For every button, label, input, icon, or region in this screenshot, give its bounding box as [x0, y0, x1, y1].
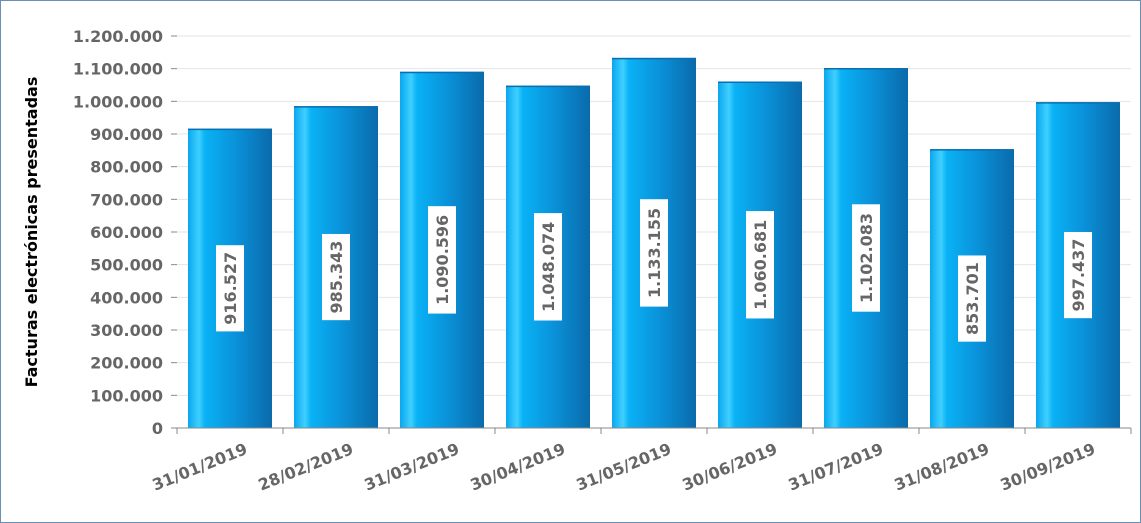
data-label-text: 1.090.596: [433, 215, 452, 305]
y-tick-label: 700.000: [90, 190, 163, 209]
data-label-box: [534, 213, 562, 321]
y-tick-label: 100.000: [90, 386, 163, 405]
x-tick-label: 31/07/2019: [785, 439, 886, 494]
data-label-box: [746, 211, 774, 319]
data-label-box: [640, 199, 668, 307]
y-tick-label: 600.000: [90, 223, 163, 242]
x-tick-label: 30/09/2019: [997, 439, 1098, 494]
y-tick-label: 1.100.000: [73, 60, 163, 79]
data-label: 1.090.596: [428, 206, 456, 314]
y-tick-label: 400.000: [90, 288, 163, 307]
data-label: 1.102.083: [852, 204, 880, 312]
data-label-text: 853.701: [963, 262, 982, 335]
y-tick-label: 200.000: [90, 354, 163, 373]
data-label-box: [852, 204, 880, 312]
data-label-box: [1064, 231, 1092, 319]
data-label-box: [216, 245, 244, 332]
data-label-text: 916.527: [221, 252, 240, 325]
data-label: 1.133.155: [640, 199, 668, 307]
data-label: 985.343: [322, 233, 350, 321]
bars: 916.527 985.343 1.090.596 1.048.074 1.133.15…: [188, 57, 1120, 429]
y-axis-ticks: 0 100.000 200.000 300.000 400.000 500.000 600.…: [73, 27, 177, 438]
y-tick-label: 800.000: [90, 158, 163, 177]
data-label-text: 1.048.074: [539, 222, 558, 312]
y-tick-label: 500.000: [90, 256, 163, 275]
x-tick-label: 31/08/2019: [891, 439, 992, 494]
data-label-box: [958, 255, 986, 342]
y-axis-label: Facturas electrónicas presentadas: [22, 77, 41, 388]
data-label-box: [428, 206, 456, 314]
x-tick-label: 31/05/2019: [573, 439, 674, 494]
x-tick-label: 30/04/2019: [467, 439, 568, 494]
data-label: 1.048.074: [534, 213, 562, 321]
y-tick-label: 1.200.000: [73, 27, 163, 46]
data-label-text: 1.133.155: [645, 208, 664, 298]
x-tick-label: 30/06/2019: [679, 439, 780, 494]
data-label-text: 985.343: [327, 241, 346, 314]
data-label-text: 997.437: [1069, 239, 1088, 312]
y-tick-label: 300.000: [90, 321, 163, 340]
x-tick-label: 31/01/2019: [149, 439, 250, 494]
x-tick-label: 28/02/2019: [255, 439, 356, 494]
x-tick-label: 31/03/2019: [361, 439, 462, 494]
data-label: 997.437: [1064, 231, 1092, 319]
data-label-text: 1.060.681: [751, 220, 770, 310]
data-label: 1.060.681: [746, 211, 774, 319]
data-label-text: 1.102.083: [857, 213, 876, 303]
data-label: 853.701: [958, 255, 986, 342]
y-tick-label: 900.000: [90, 125, 163, 144]
y-tick-label: 0: [152, 419, 163, 438]
x-axis-ticks: 31/01/2019 28/02/2019 31/03/2019 30/04/2019…: [149, 428, 1132, 495]
y-tick-label: 1.000.000: [73, 92, 163, 111]
data-label-box: [322, 233, 350, 321]
data-label: 916.527: [216, 245, 244, 332]
